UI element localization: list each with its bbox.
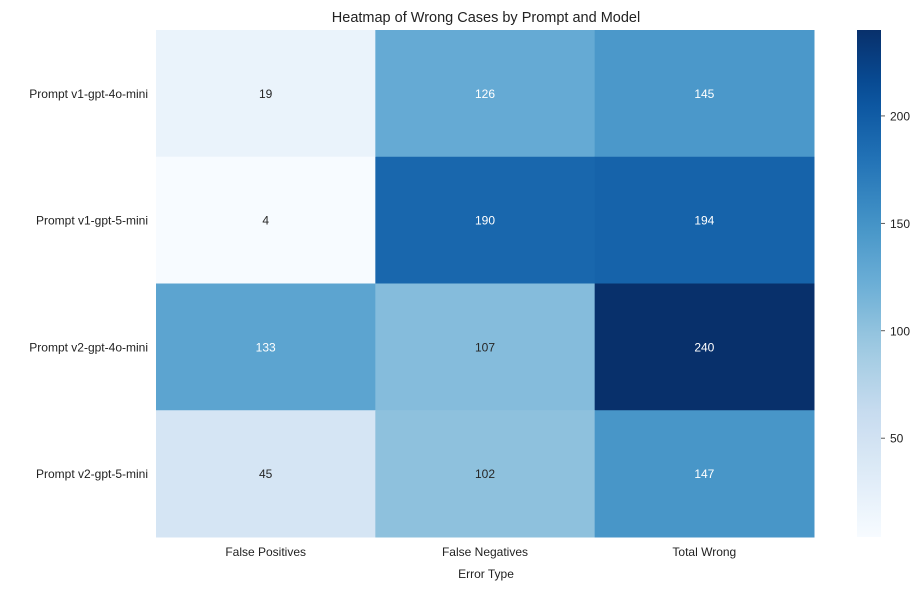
colorbar-tick-label: 100: [890, 324, 910, 338]
cell-value-label: 45: [259, 467, 273, 481]
heatmap-cell: [375, 283, 596, 411]
cell-value-label: 4: [262, 214, 269, 228]
heatmap-cell: [156, 410, 376, 538]
cell-value-label: 107: [475, 340, 495, 354]
cell-value-label: 102: [475, 467, 495, 481]
colorbar-ticks: 50 100 150 200: [881, 109, 910, 446]
x-axis-label: Error Type: [458, 567, 514, 581]
y-tick-labels: Prompt v1-gpt-4o-mini Prompt v1-gpt-5-min…: [29, 87, 148, 481]
cell-value-label: 194: [694, 214, 714, 228]
heatmap-cell: [156, 30, 376, 158]
cell-value-label: 126: [475, 87, 495, 101]
x-tick-label: False Negatives: [442, 545, 528, 559]
cell-value-label: 145: [694, 87, 714, 101]
cell-value-label: 147: [694, 467, 714, 481]
heatmap-cell: [594, 283, 815, 411]
colorbar-tick-label: 50: [890, 432, 904, 446]
heatmap-cell: [594, 156, 815, 284]
heatmap-cell: [156, 156, 376, 284]
x-tick-labels: False Positives False Negatives Total Wron…: [225, 545, 736, 559]
heatmap-cell: [594, 410, 815, 538]
heatmap-cell: [375, 156, 596, 284]
chart-title: Heatmap of Wrong Cases by Prompt and Mod…: [332, 10, 640, 26]
heatmap-cell: [156, 283, 376, 411]
cell-value-label: 19: [259, 87, 273, 101]
heatmap-cell: [375, 410, 596, 538]
y-tick-label: Prompt v2-gpt-5-mini: [36, 467, 148, 481]
x-tick-label: False Positives: [225, 545, 306, 559]
x-tick-label: Total Wrong: [672, 545, 736, 559]
cell-value-label: 190: [475, 214, 495, 228]
cell-value-label: 133: [256, 340, 276, 354]
colorbar: [857, 30, 881, 537]
heatmap-cells: 19 126 145 4 190 194 133 107 240 45 102 147: [156, 30, 815, 538]
colorbar-tick-label: 200: [890, 109, 910, 123]
heatmap-cell: [594, 30, 815, 158]
cell-value-label: 240: [694, 340, 714, 354]
y-tick-label: Prompt v2-gpt-4o-mini: [29, 340, 148, 354]
y-tick-label: Prompt v1-gpt-4o-mini: [29, 87, 148, 101]
heatmap-cell: [375, 30, 596, 158]
colorbar-tick-label: 150: [890, 217, 910, 231]
y-tick-label: Prompt v1-gpt-5-mini: [36, 214, 148, 228]
